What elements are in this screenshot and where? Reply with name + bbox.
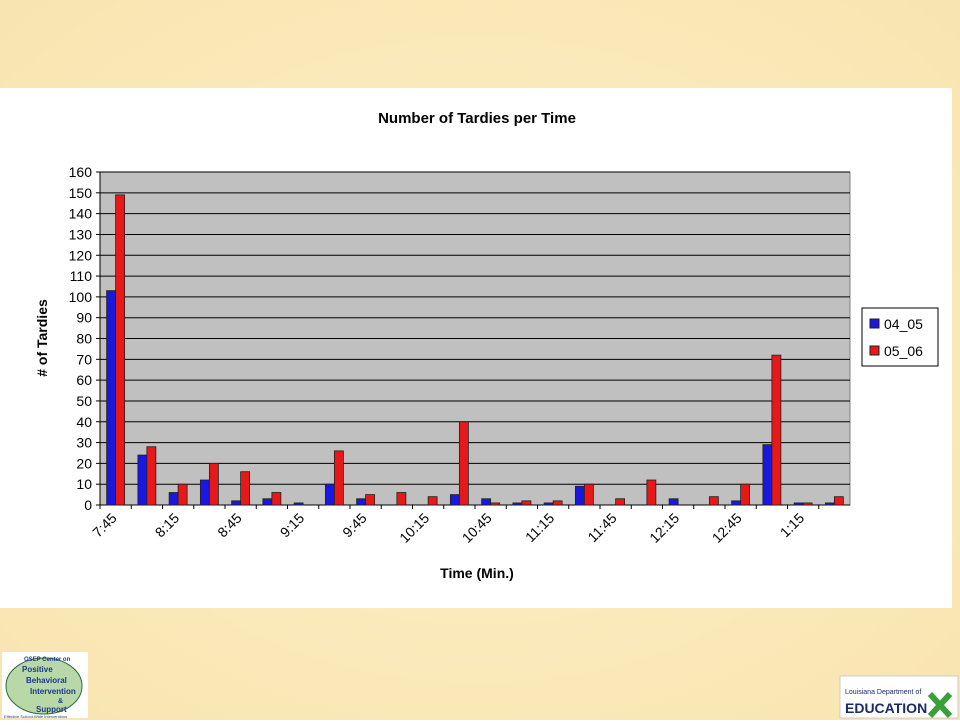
bar	[458, 421, 469, 506]
bar	[490, 502, 501, 506]
bar	[231, 500, 242, 506]
bar	[262, 498, 273, 506]
y-tick-label: 70	[76, 351, 92, 367]
legend-box	[861, 307, 939, 367]
logo-text: Support	[36, 705, 67, 714]
y-tick-label: 10	[76, 476, 92, 492]
bar	[646, 479, 657, 506]
logo-text: Effective School-Wide Interventions	[4, 714, 67, 719]
y-tick-label: 100	[69, 289, 93, 305]
bar	[521, 500, 532, 506]
bar	[106, 290, 117, 506]
bar	[731, 500, 742, 506]
y-tick-label: 130	[69, 226, 93, 242]
legend-swatch	[869, 318, 880, 329]
bar	[115, 194, 126, 506]
chart-title: Number of Tardies per Time	[378, 110, 576, 127]
y-tick-label: 110	[70, 268, 93, 284]
bar	[396, 492, 407, 506]
bar	[762, 444, 773, 506]
logo-x	[927, 691, 953, 719]
bar	[615, 498, 626, 506]
bar	[833, 496, 844, 506]
bar	[668, 498, 679, 506]
y-tick-label: 50	[76, 393, 92, 409]
y-tick-label: 140	[69, 206, 93, 222]
logo-circle	[5, 657, 83, 715]
bar	[137, 454, 148, 506]
bar	[177, 483, 188, 506]
logo-right: Louisiana Department of EDUCATION	[839, 675, 959, 719]
legend-swatch	[869, 345, 880, 356]
y-tick-label: 30	[76, 435, 92, 451]
y-tick-label: 160	[69, 164, 93, 180]
y-tick-label: 40	[76, 414, 92, 430]
legend-label: 04_05	[884, 316, 923, 332]
bar	[240, 471, 251, 506]
y-tick-label: 20	[76, 455, 92, 471]
bar	[793, 502, 804, 506]
y-tick-label: 80	[76, 331, 92, 347]
bar	[271, 492, 282, 506]
y-axis-title: # of Tardies	[34, 299, 50, 377]
bar	[199, 479, 210, 506]
bar	[168, 492, 179, 506]
bar	[574, 485, 585, 506]
y-tick-label: 0	[84, 497, 92, 513]
legend-label: 05_06	[884, 343, 923, 359]
bar	[740, 483, 751, 506]
bar	[824, 502, 835, 506]
bar	[802, 502, 813, 506]
bar	[146, 446, 157, 506]
logo-text: &	[58, 698, 63, 705]
y-tick-label: 60	[76, 372, 92, 388]
y-tick-label: 120	[69, 247, 93, 263]
logo-text: Intervention	[30, 687, 76, 696]
logo-text: EDUCATION	[845, 700, 927, 716]
bar	[552, 500, 563, 506]
bar	[208, 462, 219, 506]
y-tick-label: 150	[69, 185, 93, 201]
bar	[365, 494, 376, 506]
y-tick-label: 90	[76, 310, 92, 326]
logo-text: Louisiana Department of	[845, 689, 921, 696]
logo-text: Behavioral	[26, 676, 67, 685]
bar	[293, 502, 304, 506]
bar	[512, 502, 523, 506]
bar	[771, 354, 782, 506]
bar	[708, 496, 719, 506]
bar	[356, 498, 367, 506]
logo-text: OSEP Center on	[24, 657, 71, 663]
x-axis-title: Time (Min.)	[440, 565, 514, 581]
logo-left: OSEP Center on Positive Behavioral Inter…	[2, 652, 88, 719]
bar	[543, 502, 554, 506]
bar	[481, 498, 492, 506]
bar	[427, 496, 438, 506]
bar	[333, 450, 344, 506]
logo-text: Positive	[22, 665, 53, 674]
bar	[324, 483, 335, 506]
bar	[583, 483, 594, 506]
bar	[449, 494, 460, 506]
